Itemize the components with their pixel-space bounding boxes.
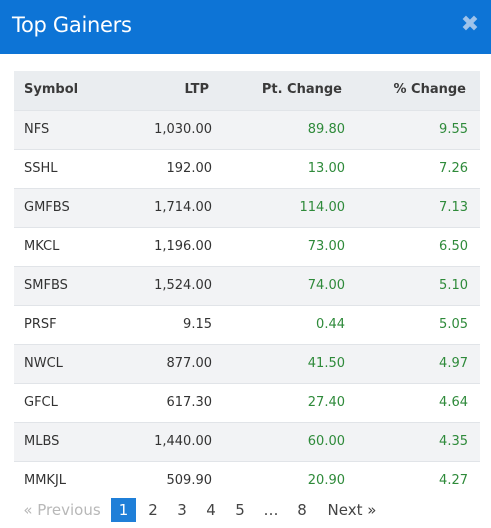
symbol-cell: MKCL (24, 239, 60, 254)
pt-change-cell: 60.00 (307, 434, 345, 449)
next-page-button[interactable]: Next » (327, 501, 377, 519)
modal-title: Top Gainers (12, 13, 132, 37)
table-row[interactable]: GFCL 617.30 27.40 4.64 (14, 383, 480, 422)
symbol-cell: NFS (24, 122, 50, 137)
page-button-2[interactable]: 2 (148, 501, 158, 519)
symbol-cell: SMFBS (24, 278, 68, 293)
ltp-cell: 192.00 (166, 161, 213, 176)
ltp-cell: 9.15 (183, 317, 212, 332)
pt-change-cell: 114.00 (299, 200, 346, 215)
pct-change-cell: 4.97 (439, 356, 468, 371)
table-row[interactable]: MMKJL 509.90 20.90 4.27 (14, 461, 480, 500)
page-button-5[interactable]: 5 (235, 501, 245, 519)
modal-header: Top Gainers ✖ (0, 0, 491, 54)
page-button-3[interactable]: 3 (177, 501, 187, 519)
pct-change-cell: 4.27 (439, 473, 468, 488)
table-row[interactable]: NWCL 877.00 41.50 4.97 (14, 344, 480, 383)
pt-change-cell: 89.80 (307, 122, 345, 137)
ltp-cell: 1,714.00 (154, 200, 212, 215)
pagination: « Previous 1 2 3 4 5 … 8 Next » (0, 498, 491, 524)
pct-change-cell: 9.55 (439, 122, 468, 137)
table-row[interactable]: GMFBS 1,714.00 114.00 7.13 (14, 188, 480, 227)
pct-change-cell: 4.64 (439, 395, 468, 410)
page-button-1[interactable]: 1 (111, 498, 136, 522)
pct-change-cell: 4.35 (439, 434, 468, 449)
gainers-table: Symbol LTP Pt. Change % Change NFS 1,030… (14, 71, 480, 500)
pt-change-cell: 20.90 (307, 473, 345, 488)
symbol-cell: PRSF (24, 317, 57, 332)
pt-change-cell: 74.00 (307, 278, 345, 293)
pt-change-cell: 13.00 (307, 161, 345, 176)
ltp-cell: 1,196.00 (154, 239, 212, 254)
pct-change-cell: 6.50 (439, 239, 468, 254)
previous-page-button[interactable]: « Previous (23, 501, 101, 519)
page-button-4[interactable]: 4 (206, 501, 216, 519)
close-icon[interactable]: ✖ (460, 12, 480, 37)
table-row[interactable]: SSHL 192.00 13.00 7.26 (14, 149, 480, 188)
ltp-cell: 1,440.00 (154, 434, 212, 449)
ltp-cell: 617.30 (166, 395, 213, 410)
ltp-cell: 509.90 (166, 473, 213, 488)
table-row[interactable]: SMFBS 1,524.00 74.00 5.10 (14, 266, 480, 305)
column-header-ltp[interactable]: LTP (184, 82, 209, 97)
column-header-pct-change[interactable]: % Change (393, 82, 467, 97)
pt-change-cell: 0.44 (316, 317, 345, 332)
column-header-pt-change[interactable]: Pt. Change (261, 82, 342, 97)
symbol-cell: MLBS (24, 434, 60, 449)
symbol-cell: GFCL (24, 395, 58, 410)
ltp-cell: 1,524.00 (154, 278, 212, 293)
column-header-symbol[interactable]: Symbol (24, 82, 79, 97)
symbol-cell: NWCL (24, 356, 63, 371)
table-row[interactable]: MLBS 1,440.00 60.00 4.35 (14, 422, 480, 461)
ltp-cell: 877.00 (166, 356, 213, 371)
pagination-ellipsis: … (263, 501, 279, 519)
symbol-cell: SSHL (24, 161, 58, 176)
page-button-8[interactable]: 8 (297, 501, 307, 519)
pct-change-cell: 5.05 (439, 317, 468, 332)
table-row[interactable]: MKCL 1,196.00 73.00 6.50 (14, 227, 480, 266)
table-row[interactable]: NFS 1,030.00 89.80 9.55 (14, 110, 480, 149)
table-row[interactable]: PRSF 9.15 0.44 5.05 (14, 305, 480, 344)
pt-change-cell: 41.50 (307, 356, 345, 371)
symbol-cell: GMFBS (24, 200, 70, 215)
table-header-row: Symbol LTP Pt. Change % Change (14, 71, 480, 110)
pt-change-cell: 73.00 (307, 239, 345, 254)
pt-change-cell: 27.40 (307, 395, 345, 410)
pct-change-cell: 5.10 (439, 278, 468, 293)
ltp-cell: 1,030.00 (154, 122, 212, 137)
pct-change-cell: 7.13 (439, 200, 468, 215)
pct-change-cell: 7.26 (439, 161, 468, 176)
symbol-cell: MMKJL (24, 473, 67, 488)
